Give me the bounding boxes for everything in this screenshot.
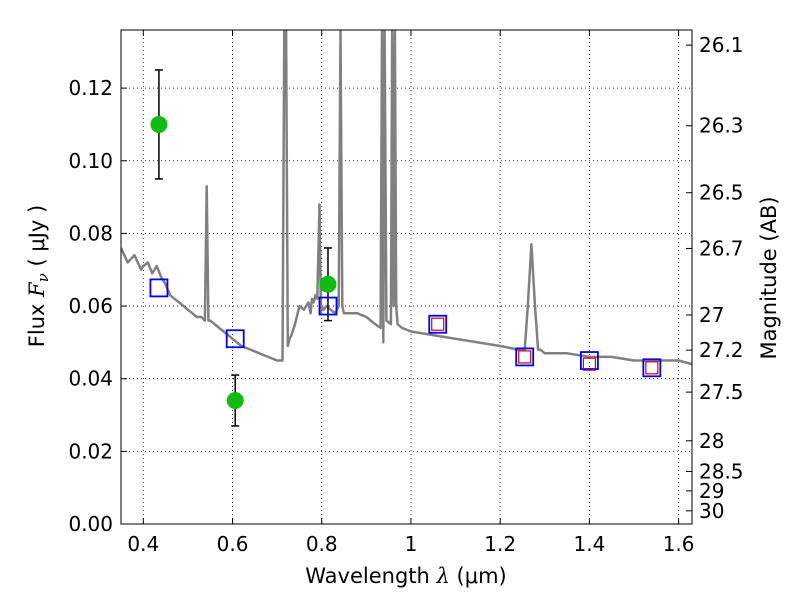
model-flux-square (149, 278, 169, 298)
model-flux-small-square (518, 350, 532, 364)
y2-tick-label: 26.3 (699, 114, 744, 138)
x-tick-label: 1.6 (663, 532, 695, 556)
model-flux-square (579, 351, 599, 370)
y-tick-label: 0.02 (68, 439, 113, 463)
x-tick-label: 1.4 (573, 532, 605, 556)
x-tick-label: 0.8 (306, 532, 338, 556)
y-axis-label-symbol: F (25, 281, 49, 298)
y2-tick-label: 27.2 (699, 338, 744, 362)
y-tick-label: 0.04 (68, 367, 113, 391)
y2-tick-label: 29 (699, 479, 724, 503)
y2-tick-label: 28.5 (699, 459, 744, 483)
y-tick-label: 0.10 (68, 149, 113, 173)
x-axis-label-unit: (μm) (457, 564, 507, 588)
x-axis-label-text: Wavelength (305, 564, 430, 588)
model-spectrum-line (121, 30, 692, 366)
observed-flux-point (226, 392, 244, 409)
y-tick-label: 0.08 (68, 221, 113, 245)
model-flux-small-square (582, 357, 596, 371)
y2-tick-label: 26.5 (699, 181, 744, 205)
plot-area (121, 30, 692, 427)
y-axis-label-unit: ( μJy ) (25, 205, 49, 267)
axis-ticks: 0.4 0.6 0.8 1 1.2 1.4 1.6 0.00 0.02 0.04 0.06 0.08 0… (68, 30, 744, 556)
y-tick-label: 0.00 (68, 512, 113, 536)
y2-tick-label: 26.1 (699, 33, 744, 57)
y2-tick-label: 30 (699, 499, 724, 523)
y2-axis-label: Magnitude (AB) (757, 196, 781, 359)
x-tick-label: 1 (405, 532, 418, 556)
model-flux-square (225, 329, 245, 349)
x-tick-label: 1.2 (484, 532, 516, 556)
model-flux-square (642, 358, 662, 378)
observed-flux-point (150, 115, 168, 133)
y-axis-label-text: Flux (25, 304, 49, 348)
y-tick-label: 0.06 (68, 294, 113, 318)
y2-tick-label: 28 (699, 429, 724, 453)
y-axis-label-sub: ν (34, 273, 52, 282)
model-flux-square (515, 347, 535, 367)
y-tick-label: 0.12 (68, 76, 113, 100)
y2-tick-label: 26.7 (699, 236, 744, 260)
axes-frame (120, 29, 693, 525)
model-flux-small-square (645, 361, 659, 375)
model-flux-small-square (431, 317, 445, 331)
y-axis-label: Flux Fν ( μJy ) (25, 205, 52, 347)
x-axis-label: Wavelength λ (μm) (305, 564, 506, 588)
x-axis-label-symbol: λ (436, 564, 450, 588)
model-flux-square (318, 296, 338, 316)
x-tick-label: 0.4 (127, 532, 159, 556)
x-tick-label: 0.6 (217, 532, 249, 556)
observed-flux-point (319, 275, 337, 293)
y2-tick-label: 27.5 (699, 380, 744, 404)
y2-tick-label: 27 (699, 303, 724, 327)
model-flux-square (428, 314, 448, 334)
